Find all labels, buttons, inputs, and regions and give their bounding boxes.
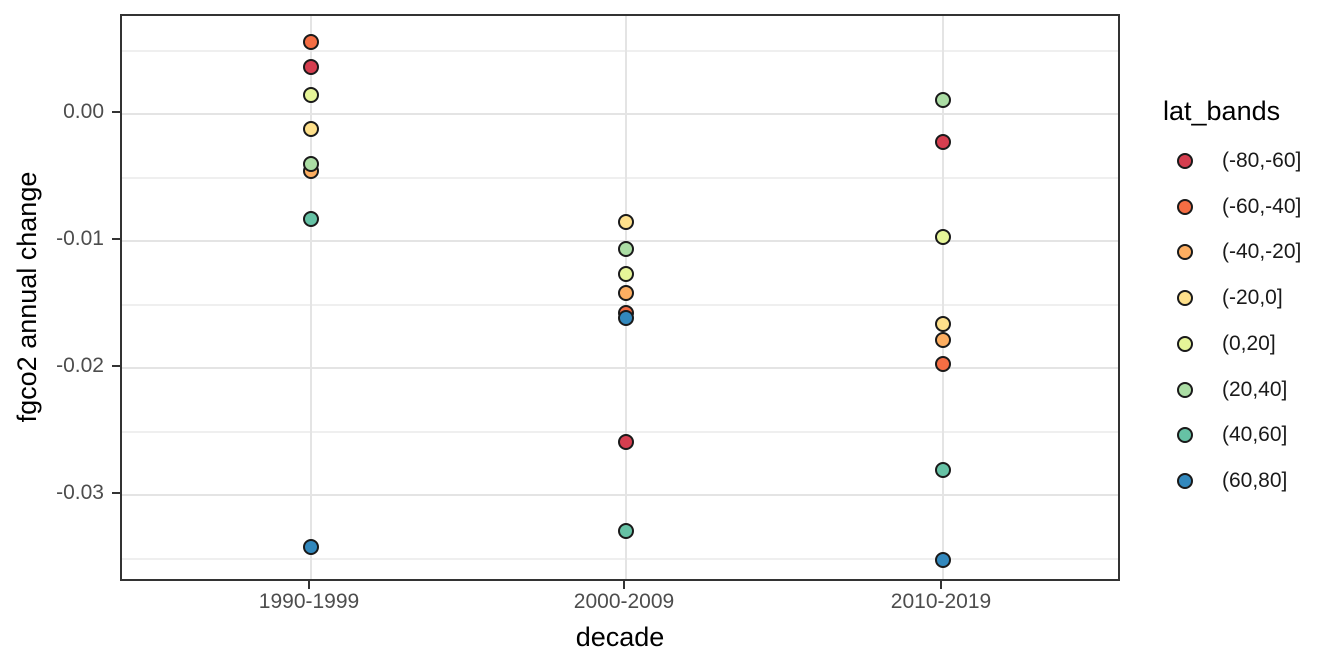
data-point: [935, 315, 951, 332]
legend-key-icon: [1177, 382, 1193, 398]
x-tick-label: 2000-2009: [573, 590, 675, 613]
legend-key-icon: [1177, 290, 1193, 306]
x-tick-mark: [940, 581, 942, 589]
x-tick-label: 1990-1999: [258, 590, 360, 613]
data-point: [303, 59, 319, 75]
data-point: [935, 461, 951, 478]
data-point: [935, 92, 951, 109]
data-point: [618, 266, 634, 283]
legend-item-label: (60,80]: [1222, 469, 1288, 492]
plot-panel: [120, 14, 1120, 581]
legend-item-label: (-80,-60]: [1222, 149, 1302, 172]
data-point: [618, 285, 634, 302]
gridline-minor-y: [122, 303, 1118, 306]
data-point: [303, 33, 319, 50]
gridline-minor-y: [122, 176, 1118, 179]
gridline-major-y: [122, 494, 1118, 496]
y-tick-label: -0.02: [56, 354, 104, 377]
data-point: [618, 310, 634, 327]
legend-title: lat_bands: [1163, 96, 1281, 126]
data-point: [303, 155, 319, 172]
legend-key-icon: [1177, 473, 1193, 489]
data-point: [935, 229, 951, 246]
x-tick-mark: [623, 581, 625, 589]
y-axis-title: fgco2 annual change: [12, 171, 42, 423]
y-tick-mark: [112, 492, 120, 494]
gridline-major-y: [122, 240, 1118, 242]
legend-item-label: (20,40]: [1222, 378, 1288, 401]
y-tick-label: -0.03: [56, 481, 104, 504]
legend-key-icon: [1177, 199, 1193, 215]
data-point: [618, 433, 634, 450]
data-point: [618, 522, 634, 539]
gridline-minor-y: [122, 557, 1118, 560]
data-point: [618, 213, 634, 230]
legend-key-icon: [1177, 244, 1193, 260]
data-point: [935, 133, 951, 150]
gridline-minor-y: [122, 49, 1118, 52]
y-tick-label: -0.01: [56, 227, 104, 250]
data-point: [935, 356, 951, 373]
data-point: [935, 332, 951, 349]
legend-key-icon: [1177, 427, 1193, 443]
legend-key-icon: [1177, 153, 1193, 169]
legend-item-label: (0,20]: [1222, 332, 1276, 355]
x-tick-label: 2010-2019: [890, 590, 992, 613]
data-point: [303, 121, 319, 138]
y-tick-label: 0.00: [63, 100, 104, 123]
data-point: [303, 539, 319, 556]
legend-key-icon: [1177, 336, 1193, 352]
gridline-major-y: [122, 113, 1118, 115]
data-point: [618, 240, 634, 257]
legend-item-label: (-40,-20]: [1222, 240, 1302, 263]
gridline-x: [942, 16, 944, 579]
y-tick-mark: [112, 111, 120, 113]
gridline-major-y: [122, 367, 1118, 369]
legend-item-label: (40,60]: [1222, 423, 1288, 446]
data-point: [303, 211, 319, 228]
y-tick-mark: [112, 238, 120, 240]
legend-item-label: (-60,-40]: [1222, 195, 1302, 218]
gridline-minor-y: [122, 430, 1118, 433]
data-point: [935, 551, 951, 568]
legend-item-label: (-20,0]: [1222, 286, 1283, 309]
gridline-x: [310, 16, 312, 579]
x-tick-mark: [308, 581, 310, 589]
y-tick-mark: [112, 365, 120, 367]
data-point: [303, 86, 319, 103]
x-axis-title: decade: [575, 622, 665, 652]
